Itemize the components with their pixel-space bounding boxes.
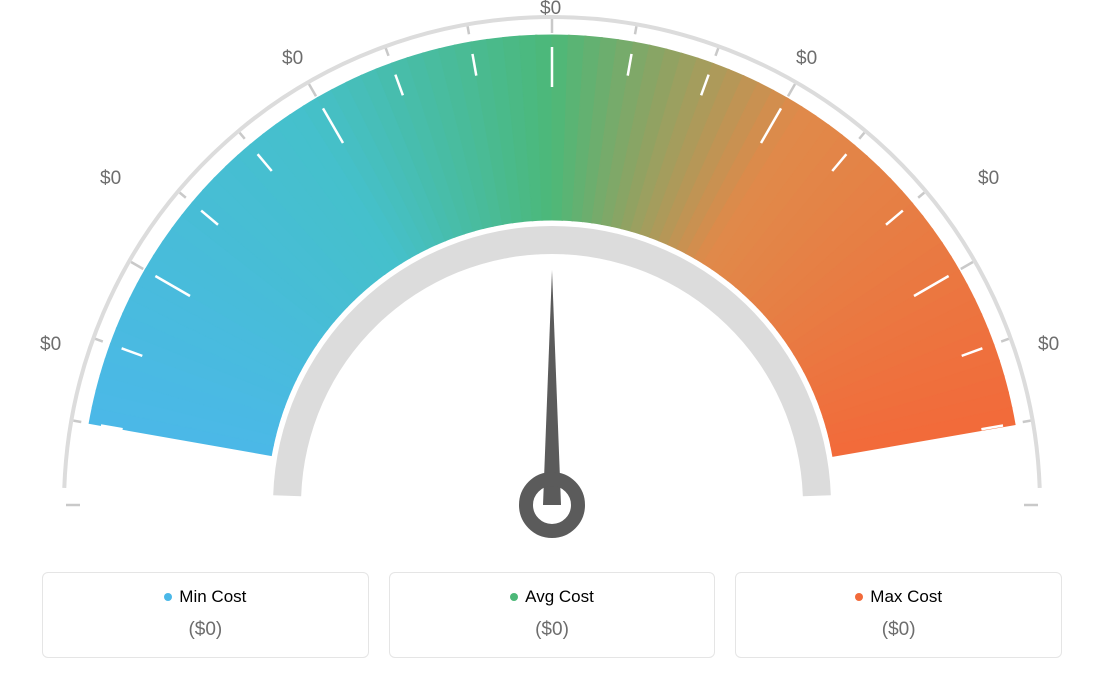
legend-label-avg: Avg Cost <box>525 587 594 607</box>
legend-title-max: Max Cost <box>855 587 942 607</box>
legend-card-min: Min Cost ($0) <box>42 572 369 658</box>
legend-value-max: ($0) <box>746 619 1051 641</box>
legend-title-min: Min Cost <box>164 587 246 607</box>
tick-label-2: $0 <box>282 48 303 70</box>
legend-card-avg: Avg Cost ($0) <box>389 572 716 658</box>
legend-title-avg: Avg Cost <box>510 587 594 607</box>
tick-label-1: $0 <box>100 168 121 190</box>
tick-label-3: $0 <box>540 0 561 20</box>
legend-dot-min <box>164 593 172 601</box>
gauge-svg <box>42 0 1062 560</box>
gauge-chart-container: $0 $0 $0 $0 $0 $0 $0 Min Cost ($0) Avg C… <box>0 0 1104 690</box>
legend-label-min: Min Cost <box>179 587 246 607</box>
legend-row: Min Cost ($0) Avg Cost ($0) Max Cost ($0… <box>42 572 1062 658</box>
gauge-wrap: $0 $0 $0 $0 $0 $0 $0 <box>42 0 1062 560</box>
legend-dot-avg <box>510 593 518 601</box>
tick-label-5: $0 <box>978 168 999 190</box>
tick-label-6: $0 <box>1038 334 1059 356</box>
tick-label-4: $0 <box>796 48 817 70</box>
legend-card-max: Max Cost ($0) <box>735 572 1062 658</box>
legend-label-max: Max Cost <box>870 587 942 607</box>
legend-dot-max <box>855 593 863 601</box>
tick-label-0: $0 <box>40 334 61 356</box>
legend-value-avg: ($0) <box>400 619 705 641</box>
legend-value-min: ($0) <box>53 619 358 641</box>
